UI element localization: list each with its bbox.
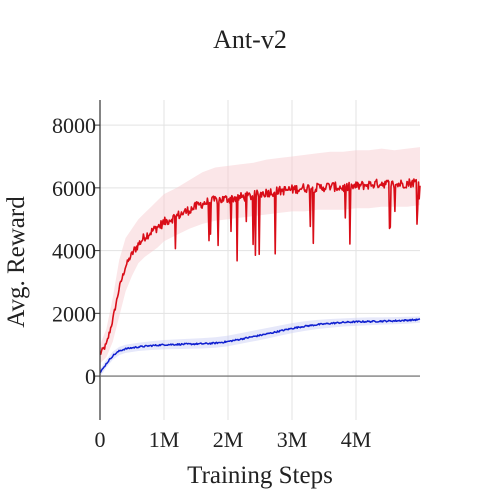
- x-tick-label: 4M: [341, 427, 372, 452]
- x-tick-label: 3M: [277, 427, 308, 452]
- y-tick-label: 2000: [52, 301, 96, 326]
- series-0-line: [99, 178, 421, 355]
- y-tick-label: 8000: [52, 113, 96, 138]
- series-1-confidence-band: [100, 316, 420, 377]
- x-tick-label: 1M: [149, 427, 180, 452]
- x-axis-label: Training Steps: [187, 462, 333, 489]
- y-tick-label: 6000: [52, 176, 96, 201]
- x-tick-label: 2M: [213, 427, 244, 452]
- y-tick-label: 4000: [52, 239, 96, 264]
- x-tick-label: 0: [95, 427, 106, 452]
- y-tick-label: 0: [85, 364, 96, 389]
- chart-title: Ant-v2: [213, 25, 287, 54]
- series-0-confidence-band: [100, 147, 420, 364]
- series-1-line: [99, 318, 421, 374]
